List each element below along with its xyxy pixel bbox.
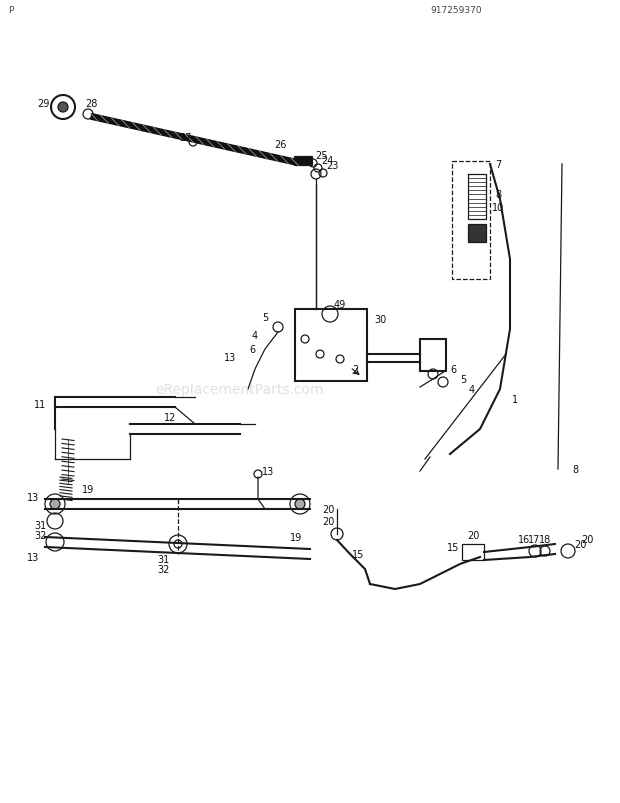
Text: 15: 15 — [352, 549, 364, 560]
Text: 20: 20 — [581, 534, 593, 544]
Text: P: P — [8, 6, 14, 15]
Bar — [468, 225, 486, 243]
Text: 8: 8 — [495, 190, 501, 200]
Text: 1: 1 — [512, 394, 518, 405]
Text: 4: 4 — [252, 331, 258, 340]
Text: 6: 6 — [249, 344, 255, 355]
Text: 17: 17 — [528, 534, 540, 544]
Text: 13: 13 — [224, 353, 236, 362]
Text: 19: 19 — [290, 532, 302, 542]
Text: 2: 2 — [352, 365, 358, 374]
Text: 18: 18 — [539, 534, 551, 544]
Text: 5: 5 — [262, 312, 268, 323]
Text: 32: 32 — [34, 530, 46, 540]
Text: 49: 49 — [334, 300, 346, 310]
Text: 20: 20 — [467, 530, 479, 540]
Text: 29: 29 — [37, 99, 49, 109]
Circle shape — [58, 103, 68, 113]
Text: 15: 15 — [447, 542, 459, 552]
Text: 23: 23 — [326, 161, 338, 171]
Text: 30: 30 — [374, 315, 386, 324]
Text: 13: 13 — [27, 492, 39, 503]
Text: 24: 24 — [321, 156, 333, 165]
Text: 31: 31 — [34, 520, 46, 530]
Text: 32: 32 — [157, 565, 169, 574]
Text: 12: 12 — [164, 413, 176, 422]
Text: 13: 13 — [262, 467, 274, 476]
Text: 19: 19 — [82, 484, 94, 495]
Text: 20: 20 — [574, 540, 586, 549]
Text: 8: 8 — [572, 464, 578, 475]
Bar — [294, 157, 312, 165]
Bar — [420, 340, 446, 372]
Text: eReplacementParts.com: eReplacementParts.com — [156, 382, 324, 397]
Bar — [462, 544, 484, 560]
Text: 10: 10 — [492, 202, 504, 213]
Text: 7: 7 — [495, 160, 501, 169]
Circle shape — [295, 499, 305, 509]
Text: 13: 13 — [27, 552, 39, 562]
Text: 25: 25 — [316, 151, 328, 161]
Circle shape — [50, 499, 60, 509]
Bar — [452, 161, 490, 279]
Text: 31: 31 — [157, 554, 169, 565]
Text: 5: 5 — [460, 374, 466, 385]
Text: 917259370: 917259370 — [430, 6, 482, 15]
Text: 26: 26 — [274, 140, 286, 150]
Text: 20: 20 — [322, 516, 334, 526]
Text: 20: 20 — [322, 504, 334, 515]
Text: 28: 28 — [85, 99, 97, 109]
Text: 11: 11 — [34, 400, 46, 410]
Bar — [295, 310, 367, 381]
Text: 4: 4 — [469, 385, 475, 394]
Text: 6: 6 — [450, 365, 456, 374]
Text: 16: 16 — [518, 534, 530, 544]
Text: 27: 27 — [179, 132, 191, 143]
